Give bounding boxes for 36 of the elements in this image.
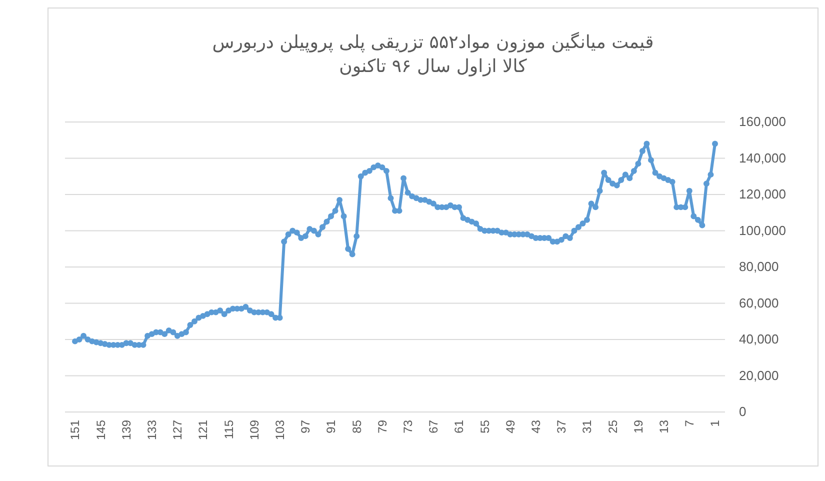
x-tick-label: 127: [170, 420, 185, 440]
x-tick-label: 31: [580, 420, 594, 434]
y-tick-label: 120,000: [739, 186, 786, 202]
x-tick-label: 37: [554, 420, 569, 434]
chart-title: قیمت میانگین موزون مواد۵۵۲ تزریقی پلی پروپیلن دربورس کالا ازاول سال ۹۶ تاکنون: [212, 31, 654, 77]
x-tick-label: 85: [350, 420, 364, 434]
x-tick-label: 73: [401, 420, 415, 434]
x-tick-label: 61: [452, 420, 466, 434]
x-tick-label: 25: [606, 420, 620, 434]
x-tick-label: 145: [94, 420, 108, 440]
x-tick-label: 91: [324, 420, 338, 434]
x-tick-label: 13: [657, 420, 671, 434]
x-tick-label: 7: [682, 420, 697, 427]
x-tick-label: 67: [426, 420, 441, 434]
x-tick-label: 133: [145, 420, 159, 440]
y-tick-label: 20,000: [739, 368, 779, 383]
x-tick-label: 151: [68, 420, 82, 440]
x-tick-label: 55: [478, 420, 492, 434]
x-tick-label: 139: [119, 420, 134, 440]
y-tick-label: 140,000: [739, 150, 786, 166]
x-tick-label: 115: [222, 420, 236, 440]
x-tick-label: 49: [503, 420, 518, 434]
y-tick-label: 0: [739, 404, 746, 420]
x-tick-label: 1: [708, 420, 722, 427]
x-tick-label: 109: [247, 420, 262, 440]
x-tick-label: 121: [196, 420, 210, 440]
x-tick-label: 103: [273, 420, 287, 440]
x-tick-label: 79: [375, 420, 390, 434]
y-tick-label: 40,000: [739, 332, 779, 347]
x-tick-label: 43: [529, 420, 543, 434]
x-tick-label: 19: [631, 420, 646, 434]
y-tick-label: 60,000: [739, 295, 779, 310]
x-tick-label: 97: [298, 420, 313, 434]
y-tick-label: 160,000: [739, 114, 786, 130]
y-tick-label: 80,000: [739, 259, 779, 274]
y-tick-label: 100,000: [739, 222, 786, 238]
